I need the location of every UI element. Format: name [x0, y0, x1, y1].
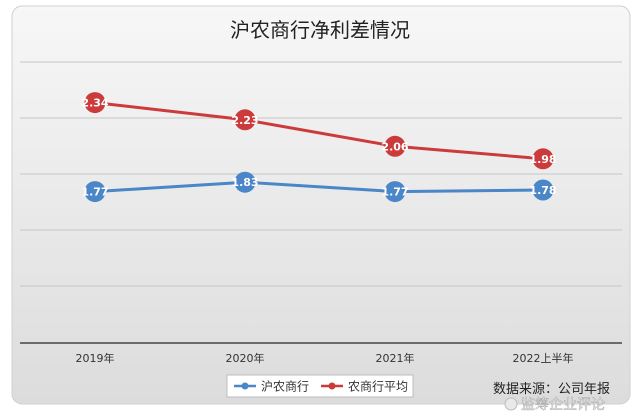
data-label-s1-0: 2.34 — [81, 97, 108, 110]
wechat-icon — [504, 397, 518, 411]
data-point-s1-1 — [234, 109, 256, 131]
source-note: 数据来源：公司年报 — [493, 382, 610, 397]
data-label-s0-1: 1.83 — [231, 176, 258, 189]
data-label-s0-0: 1.77 — [81, 186, 108, 199]
legend-label-1: 农商行平均 — [348, 379, 408, 394]
data-label-s0-2: 1.77 — [381, 186, 408, 199]
legend-label-0: 沪农商行 — [261, 379, 309, 394]
data-label-s1-2: 2.06 — [381, 140, 408, 153]
x-axis-ticks: 2019年 2020年 2021年 2022上半年 — [76, 351, 574, 365]
data-point-s0-3 — [532, 179, 554, 201]
series-line-0 — [94, 180, 544, 194]
data-label-s1-1: 2.23 — [231, 114, 258, 127]
data-point-s0-1 — [234, 171, 256, 193]
chart-title: 沪农商行净利差情况 — [230, 18, 410, 42]
x-tick-label-3: 2022上半年 — [513, 351, 574, 365]
data-label-s0-3: 1.78 — [529, 184, 556, 197]
watermark-text: 监筹企业评论 — [521, 396, 605, 413]
x-tick-label-2: 2021年 — [376, 351, 415, 365]
legend-marker-1 — [328, 382, 336, 390]
legend-marker-0 — [241, 382, 249, 390]
data-markers: 1.77 1.83 1.77 1.78 2.34 2.23 2.06 1.98 — [81, 92, 557, 203]
legend-item-1: 农商行平均 — [321, 379, 408, 394]
x-tick-label-1: 2020年 — [226, 351, 265, 365]
series-line-1 — [94, 101, 544, 161]
watermark: 监筹企业评论 — [504, 396, 605, 413]
data-point-s1-2 — [384, 135, 406, 157]
chart-background — [11, 5, 631, 405]
data-point-s1-0 — [84, 92, 106, 114]
grid-lines — [20, 61, 622, 287]
legend-box — [226, 374, 414, 398]
data-point-s1-3 — [532, 148, 554, 170]
x-tick-label-0: 2019年 — [76, 351, 115, 365]
legend-item-0: 沪农商行 — [234, 379, 309, 394]
series-lines — [94, 101, 544, 194]
data-label-s1-3: 1.98 — [529, 153, 556, 166]
data-point-s0-2 — [384, 181, 406, 203]
data-point-s0-0 — [84, 181, 106, 203]
